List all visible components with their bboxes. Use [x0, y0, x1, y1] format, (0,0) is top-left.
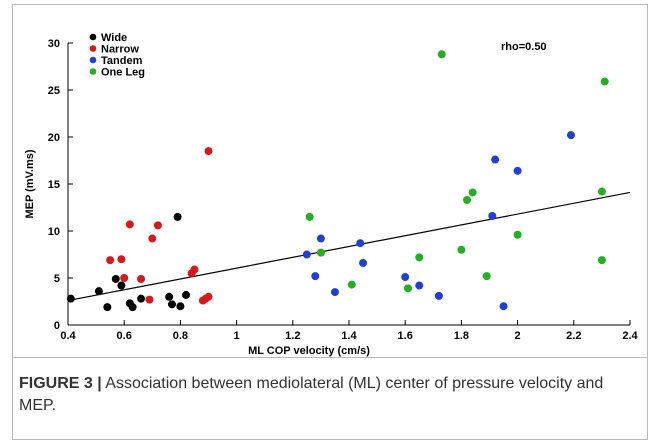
point-narrow [125, 220, 134, 229]
figure-frame: Wide Narrow Tandem One Leg 0.4 0.6 0.8 1 1.2 1.4… [12, 4, 648, 440]
point-one-leg [404, 284, 413, 293]
point-wide [111, 274, 120, 283]
point-tandem [356, 239, 365, 248]
caption-label: FIGURE 3 | [19, 375, 102, 392]
x-axis-title: ML COP velocity (cm/s) [248, 345, 370, 357]
point-narrow [153, 221, 162, 230]
point-narrow [117, 255, 126, 264]
legend-marker-narrow [89, 45, 97, 52]
x-tick-label: 0.8 [173, 330, 188, 342]
x-tick-label: 1.8 [454, 330, 469, 342]
point-tandem [415, 281, 424, 290]
legend-marker-wide [89, 33, 97, 41]
legend-marker-one-leg [89, 68, 97, 75]
y-tick-label: 30 [48, 38, 60, 50]
point-one-leg [305, 212, 314, 221]
point-narrow [204, 292, 213, 301]
point-tandem [359, 258, 368, 267]
point-tandem [401, 273, 410, 282]
point-tandem [302, 250, 311, 259]
point-narrow [148, 234, 157, 243]
point-one-leg [457, 245, 466, 254]
regression-line [67, 191, 631, 302]
legend-label-narrow: Narrow [101, 44, 139, 56]
legend-label-wide: Wide [101, 32, 127, 44]
point-wide [167, 300, 176, 309]
point-one-leg [468, 188, 477, 197]
x-tick-label: 1.6 [398, 330, 413, 342]
x-tick-label: 0.6 [117, 330, 132, 342]
point-one-leg [513, 230, 522, 239]
legend-marker-tandem [89, 56, 97, 64]
point-one-leg [316, 248, 325, 257]
y-tick-label: 5 [54, 273, 60, 285]
caption-divider [13, 357, 647, 358]
x-tick-label: 2.4 [622, 330, 638, 342]
x-tick-label: 1.2 [285, 330, 300, 342]
y-axis-title: MEP (mV.ms) [24, 149, 36, 218]
y-tick-label: 20 [48, 132, 60, 144]
point-one-leg [463, 195, 472, 204]
point-wide [173, 212, 182, 221]
caption-text: Association between mediolateral (ML) ce… [19, 375, 604, 414]
y-tick-label: 25 [48, 85, 60, 97]
y-tick-label: 0 [54, 320, 60, 332]
point-one-leg [415, 253, 424, 262]
point-one-leg [437, 50, 446, 59]
point-one-leg [597, 256, 606, 265]
x-tick-label: 2.2 [566, 330, 581, 342]
legend-label-one-leg: One Leg [101, 67, 145, 79]
legend-label-tandem: Tandem [101, 55, 143, 67]
point-one-leg [597, 187, 606, 196]
point-tandem [566, 131, 575, 140]
x-tick-label: 2 [515, 330, 521, 342]
point-tandem [499, 302, 508, 311]
point-tandem [311, 272, 320, 281]
point-wide [128, 303, 137, 312]
point-tandem [330, 288, 339, 297]
x-tick-label: 0.4 [60, 330, 76, 342]
point-tandem [488, 211, 497, 220]
point-wide [165, 292, 174, 301]
point-tandem [434, 291, 443, 300]
point-one-leg [482, 272, 491, 281]
x-tick-label: 1.4 [341, 330, 357, 342]
point-wide [66, 294, 75, 303]
point-wide [176, 302, 185, 311]
point-narrow [145, 295, 154, 304]
point-one-leg [600, 77, 609, 86]
point-wide [117, 281, 126, 290]
chart-area: Wide Narrow Tandem One Leg 0.4 0.6 0.8 1 1.2 1.4… [13, 5, 647, 357]
point-narrow [137, 274, 146, 283]
point-wide [94, 287, 103, 296]
figure-caption: FIGURE 3 | Association between mediolate… [19, 373, 639, 417]
point-wide [182, 290, 191, 299]
point-tandem [316, 234, 325, 243]
x-tick-label: 1 [234, 330, 240, 342]
point-wide [137, 294, 146, 303]
rho-annotation: rho=0.50 [501, 41, 547, 53]
point-narrow [106, 256, 115, 265]
point-wide [103, 303, 112, 312]
point-narrow [204, 147, 213, 156]
y-tick-label: 10 [48, 226, 60, 238]
y-tick-label: 15 [48, 179, 60, 191]
point-narrow [120, 274, 129, 282]
point-narrow [190, 265, 199, 274]
point-tandem [491, 155, 500, 164]
point-one-leg [347, 280, 356, 289]
point-tandem [513, 166, 522, 175]
